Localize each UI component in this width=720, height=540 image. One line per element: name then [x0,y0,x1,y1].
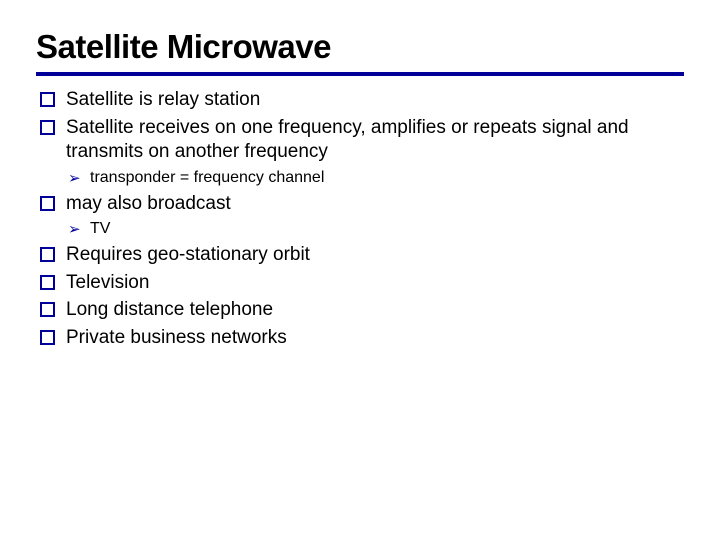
sub-bullet-text: TV [90,220,110,237]
bullet-text: Satellite is relay station [66,89,260,110]
bullet-list: Satellite is relay station Satellite rec… [36,88,684,351]
square-bullet-icon [40,275,55,290]
bullet-item: Long distance telephone [40,298,684,323]
sub-bullet-item: ➢ TV [68,218,684,240]
bullet-text: Satellite receives on one frequency, amp… [66,117,629,163]
bullet-text: Requires geo-stationary orbit [66,244,310,265]
arrow-bullet-icon: ➢ [68,220,81,240]
bullet-text: Private business networks [66,327,287,348]
sub-bullet-list: ➢ TV [66,218,684,240]
sub-bullet-text: transponder = frequency channel [90,169,324,186]
arrow-bullet-icon: ➢ [68,169,81,189]
bullet-text: Long distance telephone [66,299,273,320]
slide-title: Satellite Microwave [36,28,684,76]
sub-bullet-list: ➢ transponder = frequency channel [66,167,684,189]
bullet-item: Satellite receives on one frequency, amp… [40,116,684,189]
bullet-item: Requires geo-stationary orbit [40,243,684,268]
bullet-item: Private business networks [40,326,684,351]
square-bullet-icon [40,196,55,211]
bullet-item: may also broadcast ➢ TV [40,192,684,240]
square-bullet-icon [40,120,55,135]
square-bullet-icon [40,247,55,262]
square-bullet-icon [40,302,55,317]
square-bullet-icon [40,92,55,107]
square-bullet-icon [40,330,55,345]
bullet-item: Television [40,271,684,296]
bullet-text: may also broadcast [66,193,231,214]
slide: Satellite Microwave Satellite is relay s… [0,0,720,540]
bullet-text: Television [66,272,149,293]
sub-bullet-item: ➢ transponder = frequency channel [68,167,684,189]
bullet-item: Satellite is relay station [40,88,684,113]
